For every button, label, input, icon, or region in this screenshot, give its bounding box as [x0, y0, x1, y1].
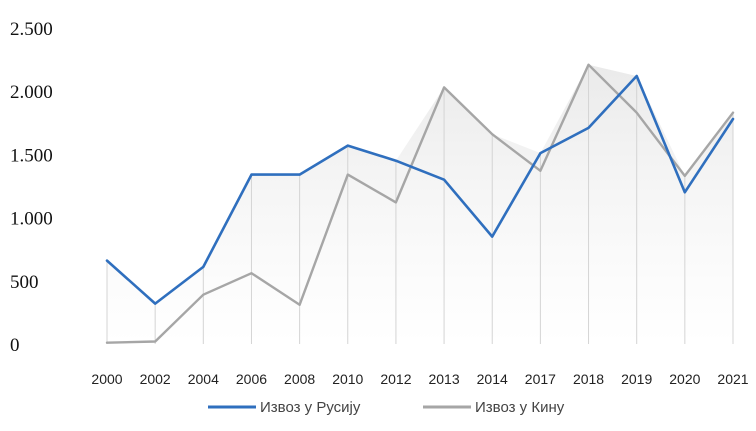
y-axis: 0 500 1.000 1.500 2.000 2.500	[10, 19, 53, 356]
y-tick-label: 1.000	[10, 209, 53, 230]
area-fill-layer	[107, 65, 733, 344]
x-tick-label: 2014	[477, 371, 508, 387]
x-tick-label: 2019	[621, 371, 652, 387]
x-tick-label: 2020	[669, 371, 700, 387]
x-tick-label: 2021	[717, 371, 748, 387]
x-tick-label: 2002	[140, 371, 171, 387]
legend-label: Извоз у Русију	[260, 399, 361, 416]
y-tick-label: 1.500	[10, 145, 53, 166]
area-fill	[107, 65, 733, 344]
x-tick-label: 2010	[332, 371, 363, 387]
x-tick-label: 2000	[91, 371, 122, 387]
x-tick-label: 2017	[525, 371, 556, 387]
legend-label: Извоз у Кину	[475, 399, 565, 416]
x-tick-label: 2013	[428, 371, 459, 387]
x-tick-label: 2008	[284, 371, 315, 387]
x-tick-label: 2006	[236, 371, 267, 387]
y-tick-label: 0	[10, 335, 20, 356]
x-tick-label: 2012	[380, 371, 411, 387]
legend-item-2: Извоз у Кину	[423, 399, 565, 416]
legend-item-1: Извоз у Русију	[208, 399, 361, 416]
y-tick-label: 500	[10, 272, 39, 293]
x-tick-label: 2004	[188, 371, 219, 387]
y-tick-label: 2.500	[10, 19, 53, 40]
y-tick-label: 2.000	[10, 82, 53, 103]
x-axis: 2000 2002 2004 2006 2008 2010 2012 2013 2014 2017…	[91, 371, 748, 387]
legend: Извоз у Русију Извоз у Кину	[208, 399, 565, 416]
x-tick-label: 2018	[573, 371, 604, 387]
